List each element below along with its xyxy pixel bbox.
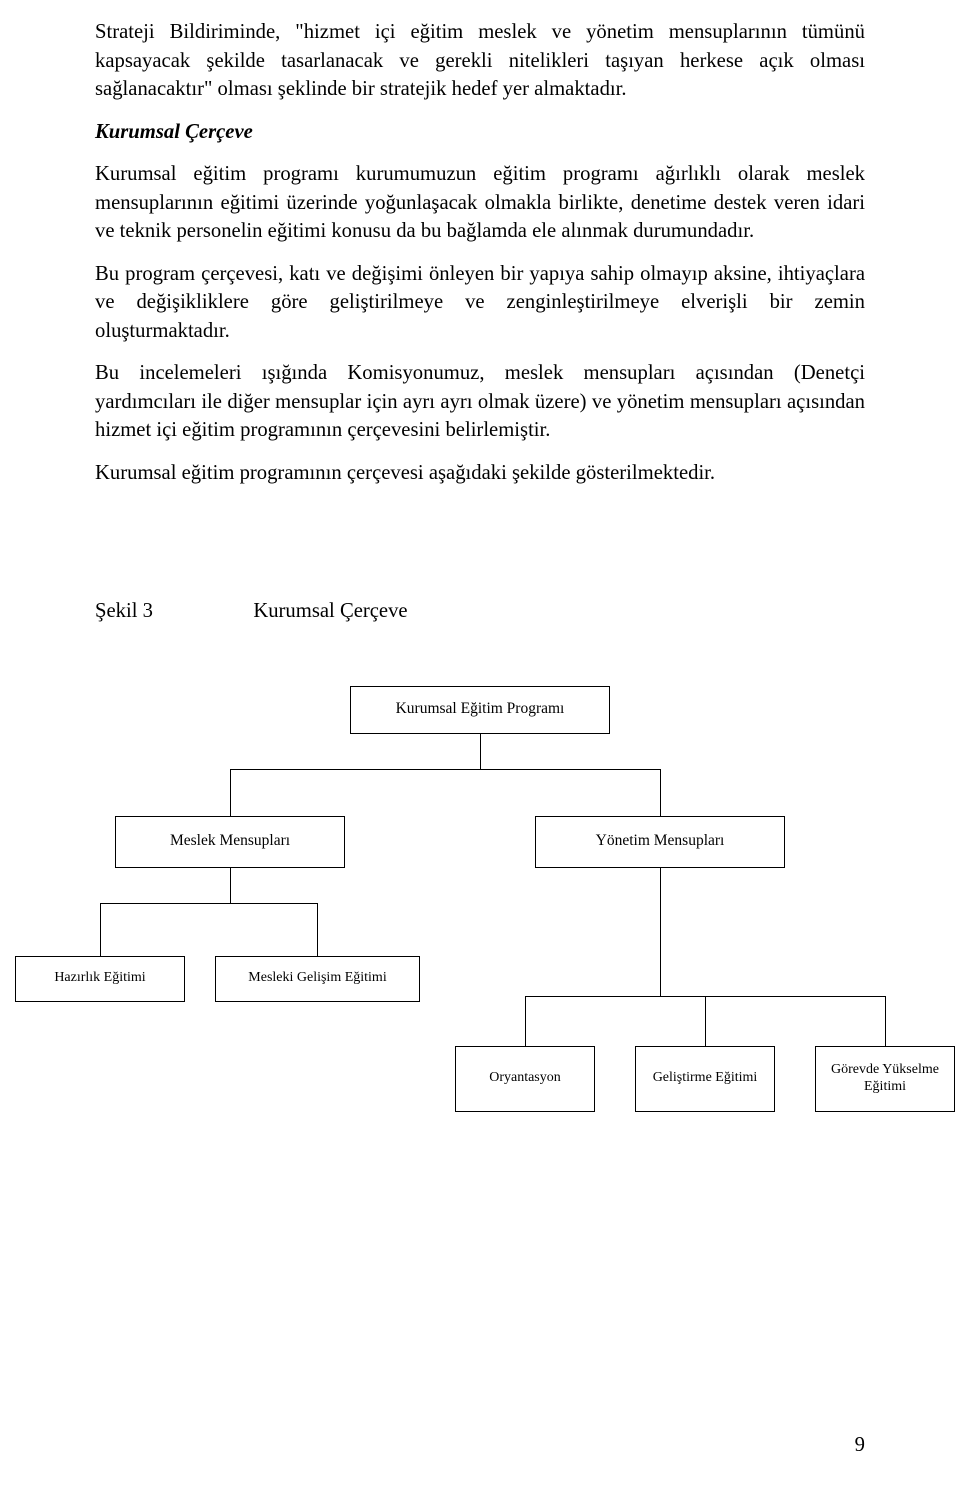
org-chart-node-mesleki: Mesleki Gelişim Eğitimi [215, 956, 420, 1002]
org-chart-connector [230, 769, 660, 770]
figure-title: Kurumsal Çerçeve [253, 600, 407, 622]
org-chart-node-yonetim: Yönetim Mensupları [535, 816, 785, 868]
paragraph-2: Kurumsal eğitim programı kurumumuzun eği… [95, 160, 865, 246]
org-chart-connector [100, 903, 101, 956]
org-chart-node-oryant: Oryantasyon [455, 1046, 595, 1112]
org-chart-node-gorev: Görevde Yükselme Eğitimi [815, 1046, 955, 1112]
org-chart-node-meslek: Meslek Mensupları [115, 816, 345, 868]
org-chart-connector [705, 996, 706, 1046]
org-chart-connector [317, 903, 318, 956]
page-number: 9 [855, 1434, 865, 1457]
paragraph-3: Bu program çerçevesi, katı ve değişimi ö… [95, 260, 865, 346]
org-chart-connector [660, 868, 661, 996]
figure-number: Şekil 3 [95, 600, 153, 622]
org-chart-node-root: Kurumsal Eğitim Programı [350, 686, 610, 734]
org-chart-connector [660, 769, 661, 816]
org-chart-connector [230, 769, 231, 816]
org-chart: Kurumsal Eğitim Programı Meslek Mensuplar… [95, 686, 865, 1146]
org-chart-connector [525, 996, 526, 1046]
org-chart-connector [100, 903, 318, 904]
org-chart-node-gelis: Geliştirme Eğitimi [635, 1046, 775, 1112]
paragraph-1: Strateji Bildiriminde, "hizmet içi eğiti… [95, 18, 865, 104]
org-chart-connector [480, 734, 481, 769]
org-chart-connector [885, 996, 886, 1046]
paragraph-4: Bu incelemeleri ışığında Komisyonumuz, m… [95, 359, 865, 445]
figure-label: Şekil 3 Kurumsal Çerçeve [95, 597, 865, 626]
heading-kurumsal-cerceve: Kurumsal Çerçeve [95, 118, 865, 147]
org-chart-node-hazirlik: Hazırlık Eğitimi [15, 956, 185, 1002]
paragraph-5: Kurumsal eğitim programının çerçevesi aş… [95, 459, 865, 488]
org-chart-connector [230, 868, 231, 903]
